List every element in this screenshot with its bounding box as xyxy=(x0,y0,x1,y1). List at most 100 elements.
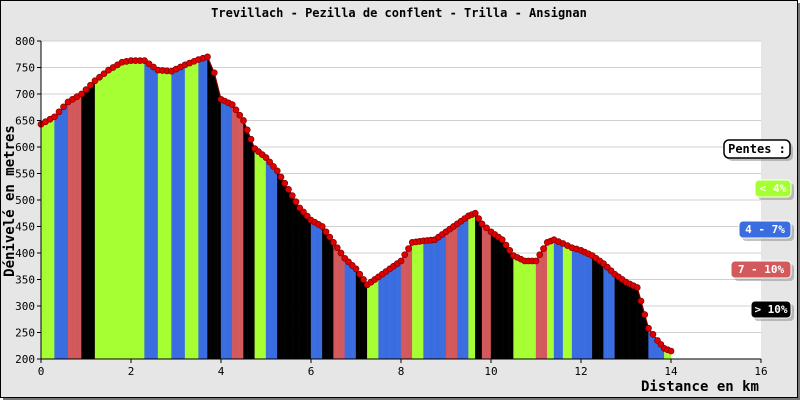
elevation-point xyxy=(641,311,649,319)
slope-band xyxy=(404,248,409,360)
slope-band xyxy=(352,265,357,360)
slope-band xyxy=(58,106,64,360)
x-tick-label: 0 xyxy=(38,365,45,378)
slope-band xyxy=(277,170,282,360)
slope-band xyxy=(528,260,533,360)
x-tick-label: 14 xyxy=(664,365,678,378)
slope-band xyxy=(595,258,600,360)
slope-band xyxy=(340,252,345,360)
slope-band xyxy=(457,220,462,360)
slope-band xyxy=(543,241,548,360)
slope-band xyxy=(438,234,443,360)
slope-band xyxy=(363,279,368,360)
slope-band xyxy=(599,260,604,360)
slope-band xyxy=(370,279,375,360)
slope-band xyxy=(303,211,308,360)
y-tick-label: 450 xyxy=(15,221,35,234)
slope-band xyxy=(490,231,495,360)
slope-band xyxy=(76,93,82,360)
slope-band xyxy=(67,99,73,360)
slope-band xyxy=(49,116,55,360)
slope-band xyxy=(359,273,364,360)
x-tick-label: 8 xyxy=(398,365,405,378)
slope-band xyxy=(162,70,168,360)
elevation-point xyxy=(145,60,153,68)
elevation-point xyxy=(288,192,296,199)
slope-band xyxy=(40,121,46,360)
slope-band xyxy=(254,148,259,360)
x-tick-label: 12 xyxy=(574,365,587,378)
slope-band xyxy=(239,114,244,360)
slope-band xyxy=(288,188,293,360)
elevation-point xyxy=(498,236,506,244)
slope-band xyxy=(408,241,413,360)
elevation-point xyxy=(210,69,218,77)
legend-title-box xyxy=(723,139,791,159)
slope-band xyxy=(112,64,118,360)
slope-band xyxy=(193,59,199,360)
slope-band xyxy=(85,84,91,360)
x-tick-label: 4 xyxy=(218,365,225,378)
slope-band xyxy=(224,100,229,360)
slope-band xyxy=(498,236,503,360)
slope-band xyxy=(478,218,483,360)
slope-band xyxy=(389,265,394,360)
slope-band xyxy=(385,268,390,360)
slope-band xyxy=(269,161,274,360)
slope-band xyxy=(45,119,51,360)
elevation-point xyxy=(243,126,251,134)
slope-band xyxy=(284,182,289,360)
slope-band xyxy=(247,129,252,360)
slope-band xyxy=(184,62,190,360)
slope-band xyxy=(292,195,297,360)
slope-band xyxy=(397,260,402,360)
elevation-point xyxy=(236,111,244,119)
slope-band xyxy=(588,253,593,360)
slope-band xyxy=(423,240,428,360)
x-ticks: 0 2 4 6 8 10 12 14 16 xyxy=(38,359,768,378)
slope-band xyxy=(633,285,638,360)
elevation-point xyxy=(303,212,311,220)
slope-band xyxy=(166,70,172,360)
slope-band xyxy=(258,151,263,360)
elevation-point xyxy=(150,63,157,71)
elevation-point xyxy=(266,158,274,166)
slope-band xyxy=(475,212,479,360)
slope-band xyxy=(228,102,233,360)
x-axis-label: Distance en km xyxy=(641,379,759,395)
slope-band xyxy=(310,219,315,360)
elevation-point xyxy=(667,347,675,355)
legend-swatch xyxy=(750,300,792,319)
slope-band xyxy=(453,223,458,360)
slope-band xyxy=(243,120,248,360)
slope-band xyxy=(329,236,334,360)
elevation-point xyxy=(502,241,510,249)
slope-band xyxy=(295,201,300,360)
slope-band xyxy=(509,249,514,360)
slope-band xyxy=(202,56,208,360)
elevation-point xyxy=(356,270,364,278)
slope-band xyxy=(505,244,510,360)
x-tick-label: 10 xyxy=(484,365,497,378)
slope-band xyxy=(348,261,353,360)
elevation-point xyxy=(397,257,405,265)
slope-band xyxy=(535,254,540,360)
y-tick-label: 300 xyxy=(15,300,35,313)
elevation-point xyxy=(540,245,547,252)
slope-band xyxy=(121,61,127,360)
elevation-point xyxy=(204,53,211,61)
slope-band xyxy=(584,251,589,360)
slope-band xyxy=(520,258,525,360)
y-tick-label: 700 xyxy=(15,88,35,101)
slope-band xyxy=(250,139,255,360)
slope-band xyxy=(72,96,78,360)
slope-band xyxy=(220,99,225,360)
slope-band xyxy=(553,239,559,360)
slope-band xyxy=(460,218,465,360)
legend-swatch xyxy=(730,260,792,279)
legend: Pentes : < 4% 4 - 7% 7 - 10% > 10% xyxy=(723,139,794,321)
slope-band xyxy=(367,281,372,360)
slope-band xyxy=(207,56,212,360)
slope-band xyxy=(180,64,186,360)
elevation-point xyxy=(337,249,345,257)
